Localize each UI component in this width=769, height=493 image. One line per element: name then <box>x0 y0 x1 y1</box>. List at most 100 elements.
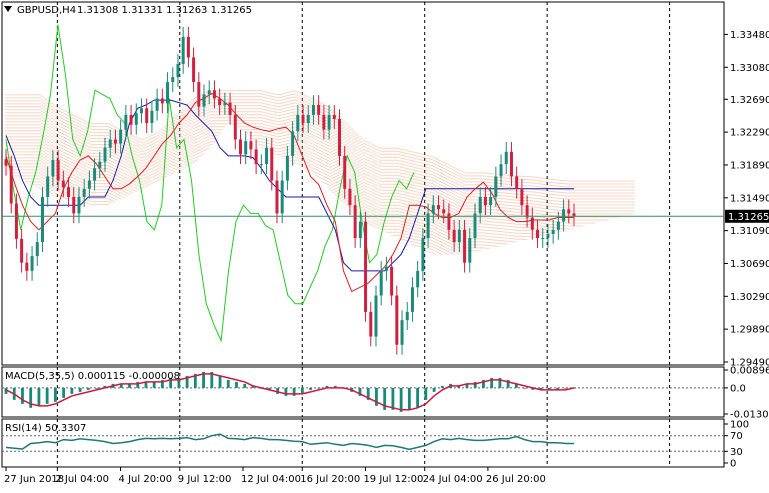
macd-bar <box>440 385 444 388</box>
candle-body <box>353 205 357 239</box>
candle-body <box>306 114 310 124</box>
candle-body <box>447 213 451 230</box>
candle-body <box>390 266 394 296</box>
candle-body <box>520 188 524 206</box>
ohlc-header: 1.31308 1.31331 1.31263 1.31265 <box>77 5 252 16</box>
candle-body <box>186 36 190 58</box>
candle-body <box>483 196 487 206</box>
candle-body <box>509 151 513 177</box>
candle-body <box>103 147 107 162</box>
candle-body <box>405 311 409 321</box>
macd-bar <box>45 387 49 404</box>
macd-bar <box>86 387 90 390</box>
collapse-triangle-icon[interactable] <box>4 6 12 12</box>
macd-bar <box>547 387 551 390</box>
candle-body <box>369 311 373 337</box>
macd-bar <box>506 379 510 388</box>
macd-bar <box>161 379 164 388</box>
candle-body <box>463 229 467 263</box>
candle-body <box>327 114 331 130</box>
candle-body <box>82 188 86 197</box>
candle-body <box>223 102 227 106</box>
macd-bar <box>193 373 197 388</box>
candle-body <box>379 270 383 296</box>
macd-bar <box>358 387 362 396</box>
candle-body <box>108 139 112 148</box>
candle-body <box>410 287 414 312</box>
candle-body <box>478 196 482 214</box>
macd-bar <box>226 379 230 388</box>
candlestick-series <box>4 27 576 355</box>
macd-bar <box>309 387 312 390</box>
rsi-tick-label: 30 <box>730 447 743 458</box>
price-pane[interactable]: GBPUSD,H4 1.31308 1.31331 1.31263 1.3126… <box>1 1 769 369</box>
candle-body <box>426 213 430 239</box>
candle-body <box>572 213 576 217</box>
macd-bar <box>218 375 222 388</box>
candle-body <box>166 82 170 104</box>
macd-bar <box>268 387 271 390</box>
candle-body <box>421 238 425 271</box>
candle-body <box>181 36 185 64</box>
candle-body <box>338 118 342 156</box>
price-tick-label: 1.29890 <box>730 325 769 336</box>
candle-body <box>9 165 13 204</box>
candle-body <box>400 320 404 345</box>
macd-bar <box>53 387 57 402</box>
macd-bar <box>276 387 280 394</box>
candle-body <box>275 180 279 214</box>
candle-body <box>530 217 534 230</box>
price-tick-label: 1.32690 <box>730 95 769 106</box>
rsi-tick-label: 0 <box>730 459 736 470</box>
macd-pane[interactable]: MACD(5,35,5) 0.000115 -0.000008 0.008960… <box>1 366 769 421</box>
candle-body <box>212 90 216 99</box>
macd-tick-label: 0.0 <box>730 383 746 394</box>
candle-body <box>348 188 352 206</box>
macd-tick-label: -0.013081 <box>730 410 769 421</box>
candle-body <box>296 114 300 132</box>
macd-bar <box>243 383 247 388</box>
macd-bar <box>202 371 205 388</box>
macd-label: MACD(5,35,5) 0.000115 -0.000008 <box>5 371 180 382</box>
candle-body <box>541 238 545 240</box>
macd-bar <box>95 387 98 389</box>
candle-body <box>285 155 289 181</box>
macd-bar <box>564 387 568 389</box>
candle-body <box>489 196 493 206</box>
macd-bar <box>407 387 411 410</box>
macd-bar <box>29 387 33 408</box>
price-tick-label: 1.31890 <box>730 160 769 171</box>
candle-body <box>322 114 326 130</box>
price-tick-label: 1.30290 <box>730 292 769 303</box>
candle-body <box>20 238 24 263</box>
candle-body <box>150 110 154 124</box>
rsi-tick-label: 100 <box>730 420 749 431</box>
macd-signal-line <box>5 373 575 411</box>
macd-bar <box>21 387 24 404</box>
candle-body <box>504 151 508 165</box>
price-tick-label: 1.30690 <box>730 259 769 270</box>
candle-body <box>515 176 519 189</box>
time-tick-label: 26 Jul 20:00 <box>486 474 546 485</box>
rsi-label: RSI(14) 50.3307 <box>5 423 86 434</box>
tenkan-sen-line <box>5 92 574 293</box>
candle-body <box>134 113 138 125</box>
macd-bar <box>317 387 321 389</box>
candle-body <box>145 108 149 124</box>
macd-bar <box>523 387 527 389</box>
macd-bar <box>399 387 403 412</box>
macd-bar <box>383 387 387 410</box>
price-tick-label: 1.29490 <box>730 358 769 369</box>
candle-body <box>311 105 315 115</box>
candle-body <box>197 82 201 107</box>
candle-body <box>270 147 274 181</box>
candle-body <box>416 270 420 288</box>
macd-bar <box>457 385 461 388</box>
candle-body <box>93 168 97 181</box>
macd-bar <box>210 371 214 388</box>
candle-body <box>546 233 550 239</box>
